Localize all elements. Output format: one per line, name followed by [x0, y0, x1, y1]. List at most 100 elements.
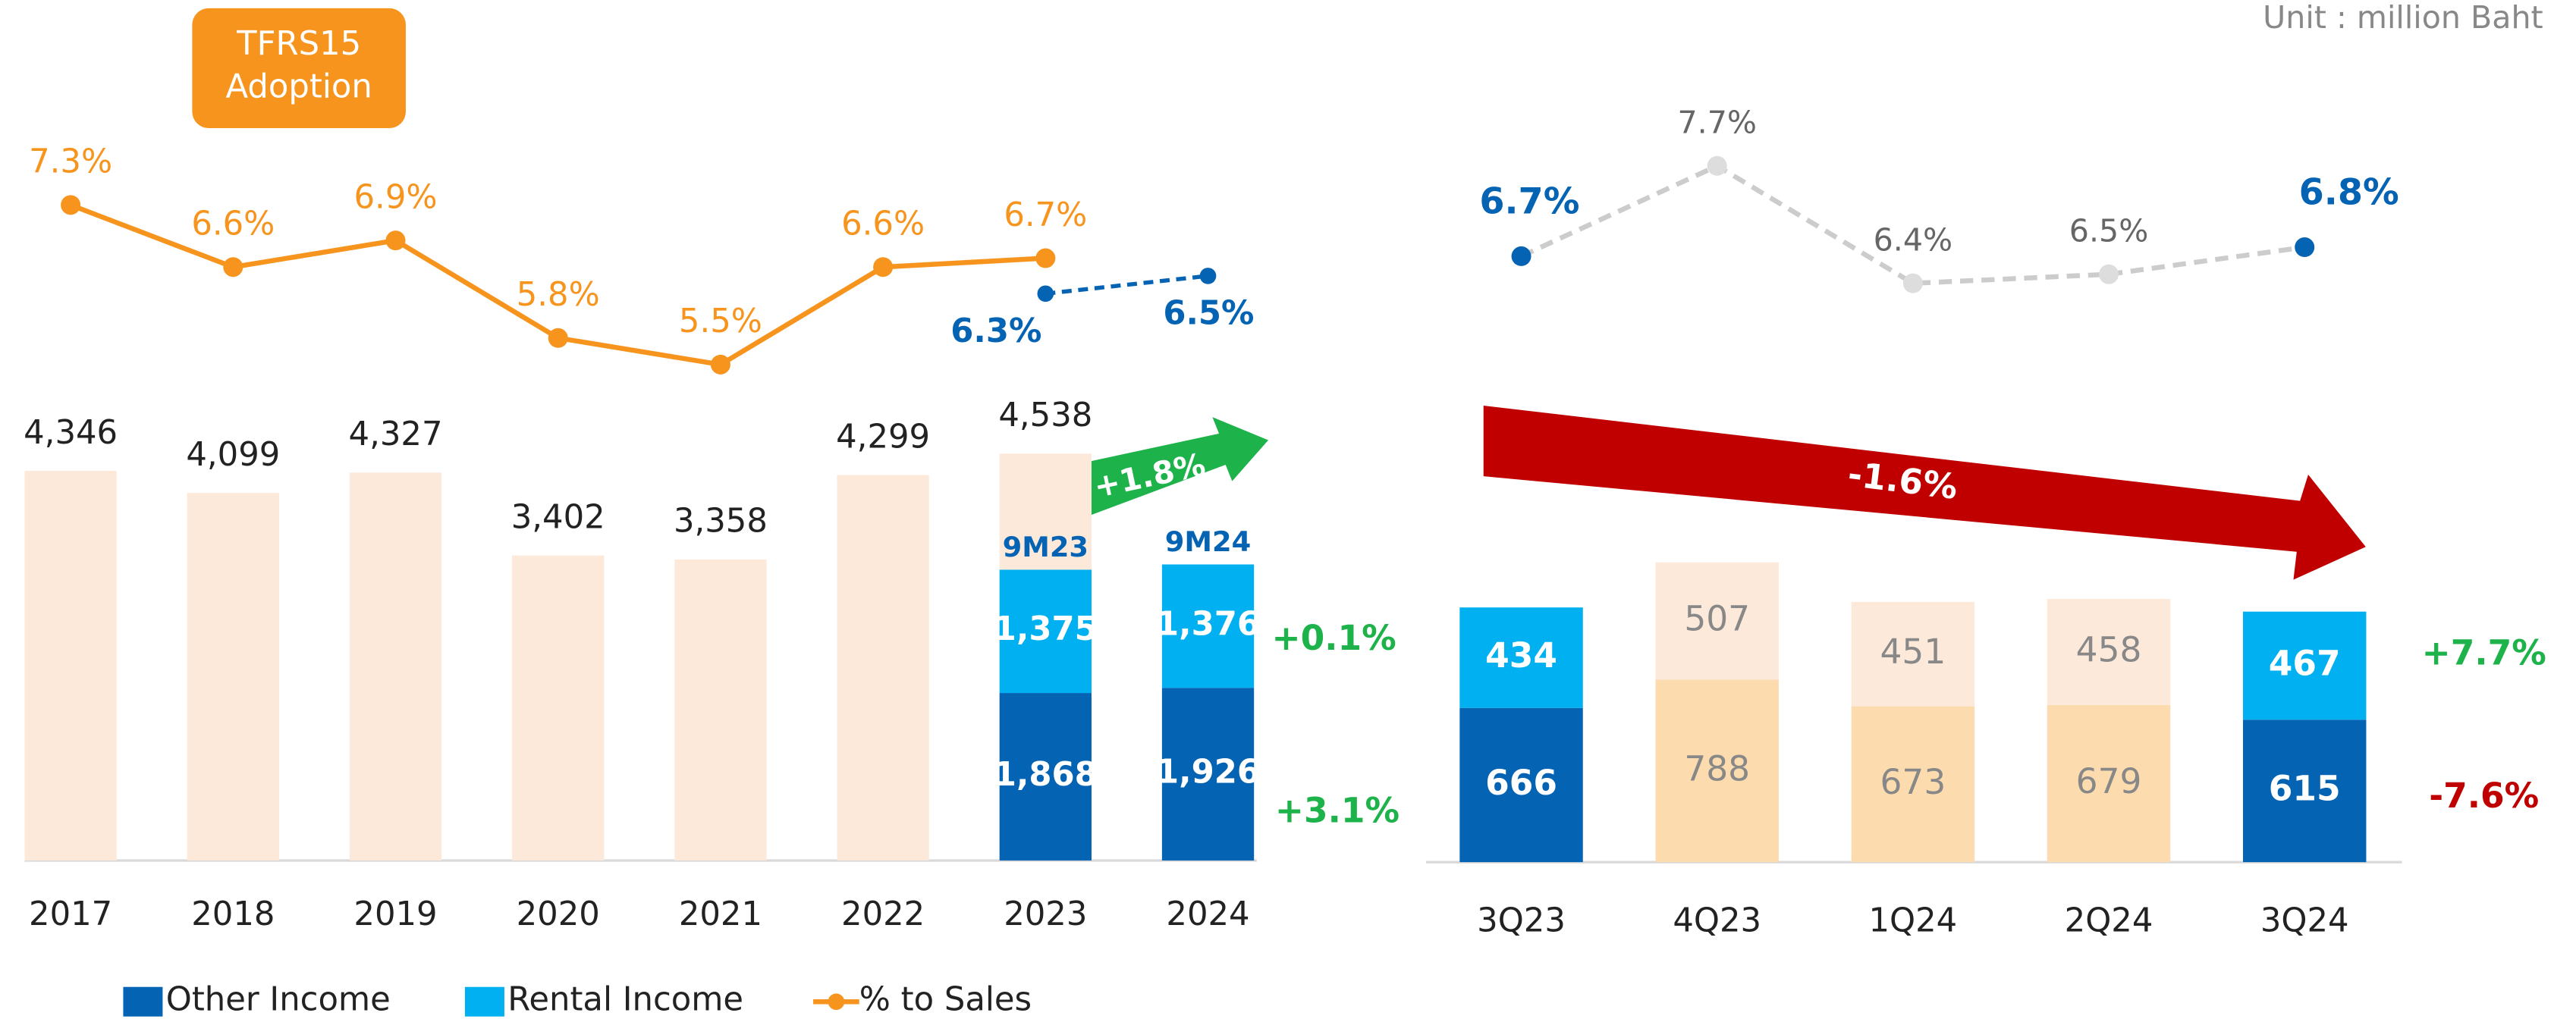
annotation-text: Adoption	[226, 68, 372, 106]
pct-label: 7.7%	[1677, 105, 1757, 141]
pct-point	[385, 230, 406, 251]
pct-label: 5.8%	[517, 276, 600, 314]
bar-segment	[1459, 707, 1583, 863]
bar-label: 507	[1684, 599, 1750, 639]
total-label: 4,299	[836, 418, 930, 456]
x-tick-label: 2017	[29, 895, 112, 933]
pct-point	[873, 257, 894, 277]
x-tick-label: 3Q24	[2260, 902, 2349, 940]
x-tick-label: 2023	[1004, 895, 1087, 933]
pct-label: 6.6%	[841, 205, 925, 243]
bar-label: 1,375	[994, 610, 1098, 648]
total-bar	[512, 555, 605, 861]
legend-marker	[464, 986, 504, 1017]
x-tick-label: 2024	[1166, 895, 1249, 933]
x-tick-label: 4Q23	[1673, 902, 1761, 940]
pct-label: 6.5%	[2069, 213, 2149, 249]
x-tick-label: 2022	[841, 895, 925, 933]
bar-segment	[1459, 607, 1583, 708]
pct-label: 6.3%	[950, 312, 1041, 350]
pct-label: 6.9%	[354, 178, 438, 216]
bar-label: 1,926	[1156, 754, 1260, 792]
bar-segment	[1851, 601, 1975, 707]
bar-label: 666	[1485, 763, 1557, 803]
total-label: 4,538	[998, 397, 1092, 434]
bar-segment	[2242, 720, 2367, 863]
total-bar	[187, 493, 279, 861]
bar-label: 788	[1684, 748, 1750, 789]
bar-segment	[2047, 704, 2171, 863]
pct-label: 6.6%	[191, 205, 275, 243]
pct-point	[2295, 237, 2315, 258]
total-label: 4,346	[24, 414, 118, 452]
x-tick-label: 2018	[191, 895, 275, 933]
x-tick-label: 3Q23	[1477, 902, 1566, 940]
legend-label: Rental Income	[507, 981, 743, 1019]
x-tick-label: 2Q24	[2065, 902, 2153, 940]
unit-label: Unit : million Baht	[2263, 0, 2543, 36]
pct-point	[548, 328, 568, 348]
bar-label: 434	[1485, 635, 1557, 676]
bar-segment	[1161, 688, 1255, 861]
pct-label: 5.5%	[679, 303, 762, 340]
bar-label: 1,868	[994, 756, 1098, 794]
growth-arrow	[1051, 417, 1269, 526]
bar-segment	[2242, 611, 2367, 720]
legend-marker	[828, 993, 845, 1011]
pct-point	[1035, 248, 1056, 268]
bar-segment	[1655, 679, 1779, 863]
pct-label: 6.7%	[1479, 181, 1579, 223]
growth-label: +0.1%	[1272, 618, 1396, 658]
total-label: 3,358	[674, 503, 768, 541]
growth-label: +7.7%	[2422, 633, 2546, 673]
growth-label: -7.6%	[2429, 776, 2539, 816]
pct-line	[1520, 163, 2305, 286]
total-label: 3,402	[511, 498, 605, 536]
annotation-box	[192, 8, 406, 128]
pct-label: 6.5%	[1163, 294, 1254, 332]
x-tick-label: 2020	[517, 895, 600, 933]
bar-segment	[2047, 598, 2171, 705]
pct-point	[2099, 264, 2119, 284]
pct-point	[710, 354, 730, 375]
pct-point	[1707, 155, 1727, 176]
bar-segment	[1851, 706, 1975, 863]
annotation-text: TFRS15	[236, 25, 361, 63]
total-label: 4,327	[349, 415, 443, 453]
x-tick-label: 1Q24	[1869, 902, 1958, 940]
pct-label: 6.8%	[2299, 172, 2399, 214]
bar-segment	[1161, 564, 1255, 688]
pct-label: 7.3%	[29, 143, 112, 181]
bar-label: 467	[2269, 643, 2341, 683]
legend-label: Other Income	[166, 981, 391, 1019]
bar-label: 679	[2076, 761, 2142, 801]
pct-line	[1045, 274, 1208, 296]
pct-point	[1902, 273, 1923, 293]
bar-label: 673	[1880, 762, 1946, 802]
total-bar	[837, 475, 929, 861]
pct-point	[1511, 246, 1531, 266]
bar-label: 615	[2269, 769, 2341, 809]
pct-label: 6.4%	[1874, 222, 1953, 259]
bar-label: 1,376	[1156, 605, 1260, 643]
x-tick-label: 2021	[679, 895, 762, 933]
bar-segment	[999, 569, 1092, 694]
legend-marker	[123, 986, 163, 1017]
pct-point	[1199, 268, 1217, 284]
bar-segment	[999, 693, 1092, 861]
period-label: 9M24	[1165, 525, 1251, 558]
total-bar	[24, 471, 117, 861]
legend-label: % to Sales	[859, 981, 1032, 1019]
bar-label: 451	[1880, 632, 1946, 672]
trend-arrow	[1483, 406, 2366, 580]
total-bar	[349, 472, 442, 861]
total-bar	[674, 559, 767, 861]
growth-label: +3.1%	[1275, 791, 1400, 831]
pct-point	[61, 195, 81, 215]
x-tick-label: 2019	[353, 895, 437, 933]
pct-label: 6.7%	[1004, 196, 1087, 234]
pct-point	[1037, 285, 1054, 303]
period-label: 9M23	[1003, 531, 1089, 563]
total-label: 4,099	[186, 436, 280, 474]
